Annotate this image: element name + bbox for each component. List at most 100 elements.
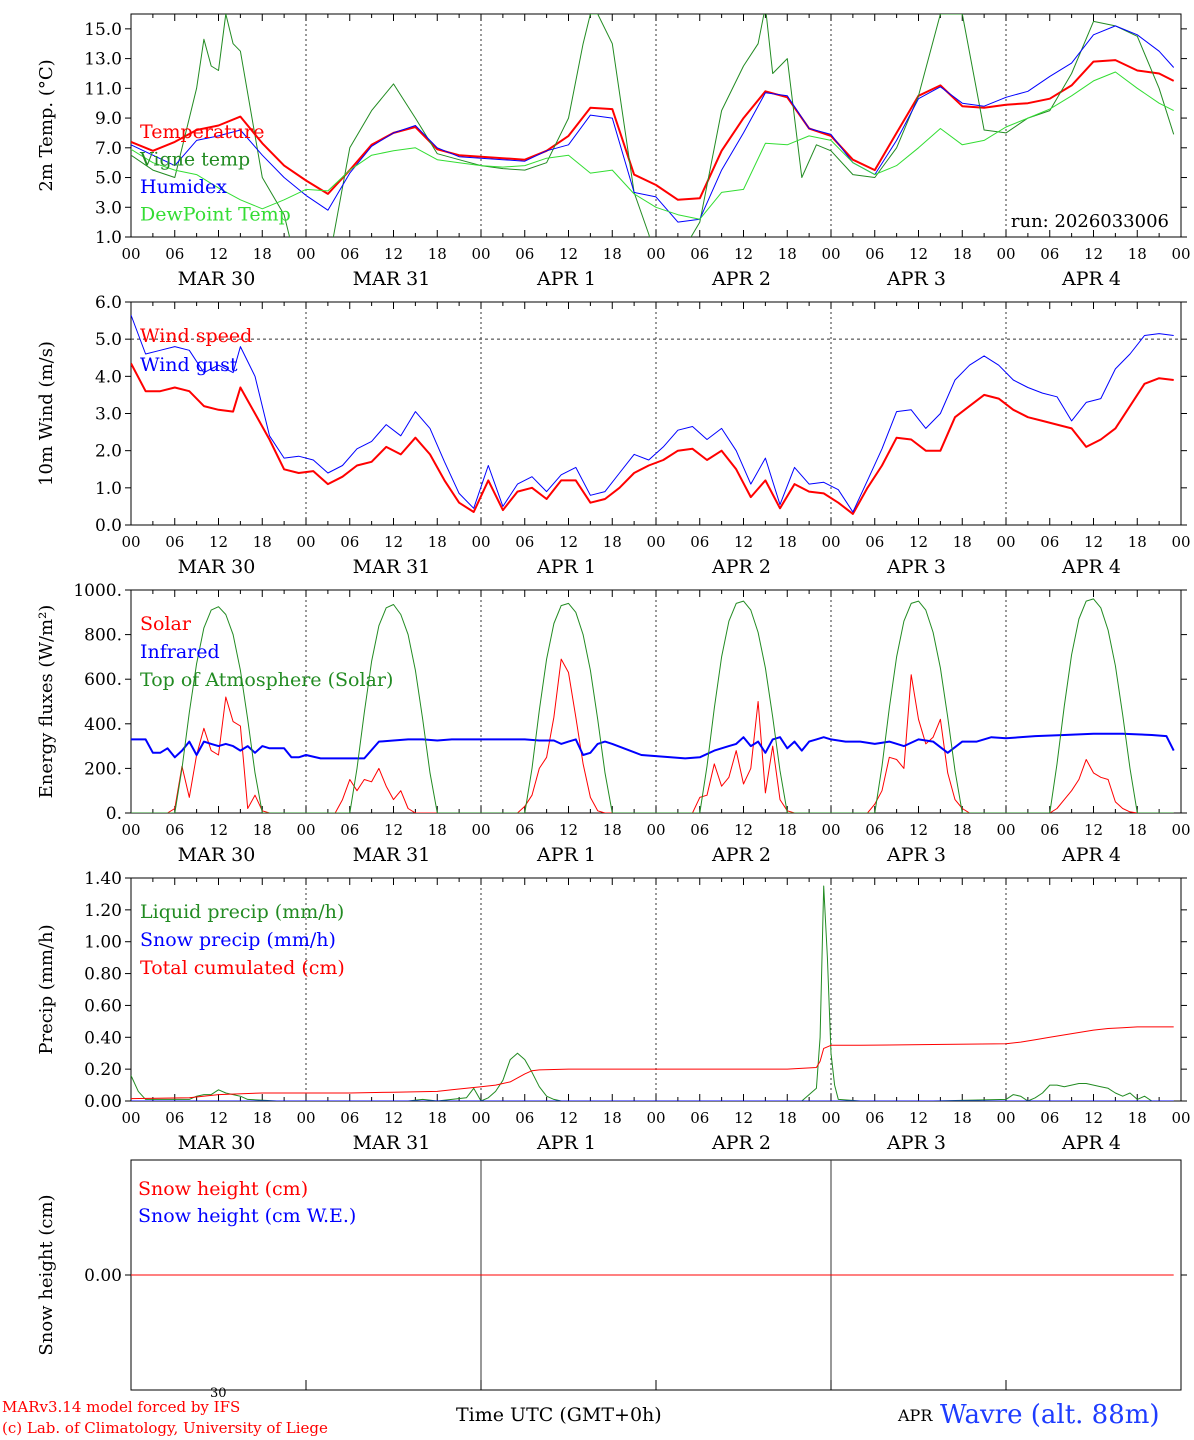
hour-tick-label: 18: [253, 533, 272, 551]
panel-energy: 00 06 12 18 00 06 12 18 00 06 12 18 00 06 12 18 00 06 12 18…: [36, 581, 1191, 866]
day-label: MAR 31: [353, 844, 431, 866]
legend-entry: Solar: [140, 613, 192, 635]
hour-tick-label: 12: [559, 821, 578, 839]
hour-tick-label: 12: [734, 821, 753, 839]
hour-tick-label: 18: [778, 821, 797, 839]
y-tick-label: 1000.: [73, 581, 122, 601]
hour-tick-label: 00: [646, 533, 665, 551]
y-tick-label: 0.80: [84, 965, 122, 985]
y-tick-label: 1.0: [95, 228, 122, 248]
hour-tick-label: 12: [209, 821, 228, 839]
y-tick-label: 600.: [84, 670, 122, 690]
day-label: APR 4: [1061, 556, 1121, 578]
y-axis-title: Energy fluxes (W/m²): [36, 605, 57, 799]
series-line-top-of-atmosphere-solar-: [131, 598, 1174, 813]
day-label: APR 1: [536, 1132, 596, 1154]
hour-tick-label: 06: [165, 245, 184, 263]
hour-tick-label: 06: [515, 1109, 534, 1127]
y-tick-label: 200.: [84, 759, 122, 779]
hour-tick-label: 00: [1171, 245, 1190, 263]
hour-tick-label: 12: [559, 533, 578, 551]
hour-tick-label: 00: [471, 821, 490, 839]
hour-tick-label: 18: [253, 245, 272, 263]
hour-tick-label: 12: [734, 245, 753, 263]
hour-tick-label: 06: [1040, 533, 1059, 551]
hour-tick-label: 00: [121, 821, 140, 839]
legend-entry: Top of Atmosphere (Solar): [140, 669, 393, 691]
hour-tick-label: 12: [384, 245, 403, 263]
hour-tick-label: 12: [559, 1109, 578, 1127]
legend-entry: Snow precip (mm/h): [140, 929, 336, 951]
y-tick-label: 1.00: [84, 933, 122, 953]
day-label: APR 2: [711, 1132, 771, 1154]
hour-tick-label: 00: [1171, 533, 1190, 551]
hour-tick-label: 18: [1128, 533, 1147, 551]
hour-tick-label: 06: [690, 245, 709, 263]
series-group: [131, 598, 1175, 813]
legend-entry: DewPoint Temp: [140, 204, 291, 226]
day-label: MAR 30: [178, 556, 256, 578]
y-tick-label: 2.0: [95, 442, 122, 462]
day-label: MAR 30: [178, 844, 256, 866]
day-label: APR 2: [711, 268, 771, 290]
hour-tick-label: 06: [690, 1109, 709, 1127]
series-group: [131, 14, 1175, 237]
hour-tick-label: 18: [253, 821, 272, 839]
hour-tick-label: 00: [296, 1109, 315, 1127]
hour-tick-label: 06: [1040, 1109, 1059, 1127]
series-line-wind-gust: [131, 314, 1174, 513]
legend-entry: Wind gust: [140, 354, 238, 376]
series-line-wind-speed: [131, 362, 1174, 515]
legend-entry: Vigne temp: [139, 149, 250, 171]
panel-temp: 00 06 12 18 00 06 12 18 00 06 12 18 00 06 12 18 00 06 12 18…: [36, 13, 1191, 290]
hour-tick-label: 00: [646, 245, 665, 263]
hour-tick-label: 06: [515, 821, 534, 839]
y-tick-label: 3.0: [95, 198, 122, 218]
hour-tick-label: 18: [428, 1109, 447, 1127]
hour-tick-label: 00: [296, 821, 315, 839]
y-tick-label: 0.: [106, 804, 122, 824]
hour-tick-label: 12: [1084, 245, 1103, 263]
hour-tick-label: 00: [996, 245, 1015, 263]
hour-tick-label: 00: [1171, 821, 1190, 839]
hour-tick-label: 00: [296, 533, 315, 551]
y-tick-label: 9.0: [95, 109, 122, 129]
hour-tick-label: 00: [471, 533, 490, 551]
hour-tick-label: 18: [953, 821, 972, 839]
panel-wind: 00 06 12 18 00 06 12 18 00 06 12 18 00 06 12 18 00 06 12 18…: [36, 293, 1191, 578]
series-line-total-cumulated-cm-: [131, 1026, 1174, 1100]
hour-tick-label: 18: [953, 533, 972, 551]
series-line-infrared: [131, 732, 1175, 760]
y-tick-label: 1.0: [95, 479, 122, 499]
hour-tick-label: 12: [209, 245, 228, 263]
day-label: APR 4: [1061, 844, 1121, 866]
hour-tick-label: 06: [515, 533, 534, 551]
series-line-solar: [131, 658, 1174, 813]
hour-tick-label: 12: [909, 821, 928, 839]
y-tick-label: 1.20: [84, 901, 122, 921]
legend-entry: Total cumulated (cm): [140, 957, 345, 979]
tiny-day-label: 30: [210, 1386, 227, 1401]
day-label: APR 3: [886, 268, 946, 290]
hour-tick-label: 06: [340, 533, 359, 551]
y-tick-label: 4.0: [95, 367, 122, 387]
hour-tick-label: 06: [690, 821, 709, 839]
y-tick-label: 0.00: [84, 1266, 122, 1286]
hour-tick-label: 18: [778, 245, 797, 263]
day-label: APR 4: [1061, 268, 1121, 290]
legend-entry: Humidex: [140, 176, 227, 198]
y-tick-label: 7.0: [95, 139, 122, 159]
y-axis-title: 2m Temp. (°C): [36, 59, 57, 191]
time-axis-label: Time UTC (GMT+0h): [456, 1404, 662, 1426]
day-label: MAR 31: [353, 556, 431, 578]
hour-tick-label: 18: [1128, 245, 1147, 263]
day-label: APR 3: [886, 556, 946, 578]
y-tick-label: 6.0: [95, 293, 122, 313]
hour-tick-label: 06: [165, 1109, 184, 1127]
day-label: APR 1: [536, 556, 596, 578]
hour-tick-label: 18: [428, 533, 447, 551]
hour-tick-label: 00: [121, 1109, 140, 1127]
hour-tick-label: 00: [821, 821, 840, 839]
hour-tick-label: 06: [1040, 821, 1059, 839]
